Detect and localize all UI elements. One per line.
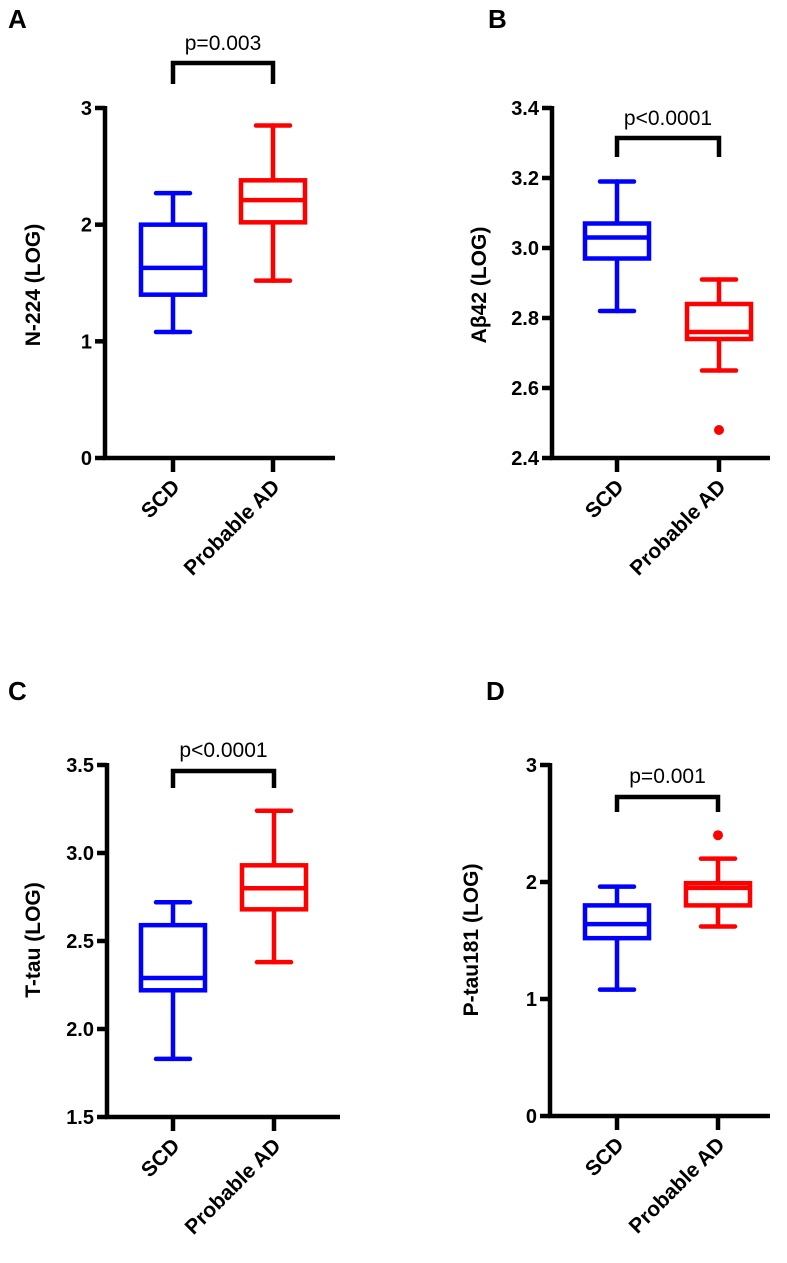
box-probable-ad (683, 830, 753, 929)
y-tick-label: 2.0 (66, 1019, 94, 1041)
x-tick-label: SCD (581, 1133, 629, 1181)
iqr-box (582, 221, 652, 261)
y-tick-label: 0 (526, 1106, 537, 1128)
x-tick-label: SCD (581, 475, 629, 523)
outlier-point (714, 425, 724, 435)
y-axis-label: Aβ42 (LOG) (468, 227, 491, 344)
y-tick-label: 3.0 (66, 843, 94, 865)
box-scd (582, 884, 652, 992)
outlier-point (713, 830, 723, 841)
box-scd (138, 190, 208, 335)
p-value-label: p<0.0001 (179, 739, 267, 762)
iqr-box (138, 222, 208, 297)
panel-letter: C (8, 676, 27, 706)
y-tick-label: 3.4 (511, 98, 540, 120)
y-tick-label: 3.2 (511, 168, 539, 190)
y-axis-label: P-tau181 (LOG) (460, 864, 483, 1017)
y-tick-label: 3 (526, 755, 537, 777)
y-tick-label: 2.8 (511, 308, 539, 330)
y-tick-label: 2.6 (511, 378, 539, 400)
x-tick-label: Probable AD (181, 1134, 286, 1239)
p-value-label: p=0.003 (185, 32, 262, 55)
x-tick-label: Probable AD (180, 475, 285, 580)
panel-letter: A (8, 4, 27, 34)
box-probable-ad (239, 808, 309, 965)
y-tick-label: 1 (81, 331, 92, 353)
panel-b: B Aβ42 (LOG) 2.4 2.6 2.8 3.0 3.2 3.4 SCDProbable… (468, 4, 770, 580)
panel-letter: D (486, 676, 505, 706)
y-axis-label: T-tau (LOG) (22, 882, 45, 997)
significance-bracket (170, 768, 277, 788)
y-tick-label: 2.4 (511, 448, 540, 470)
y-tick-label: 1.5 (66, 1107, 94, 1129)
y-tick-label: 3 (81, 98, 92, 120)
box-probable-ad (684, 277, 754, 435)
box-scd (582, 179, 652, 314)
significance-bracket (170, 60, 276, 84)
iqr-box (138, 922, 208, 993)
box-probable-ad (238, 123, 308, 283)
x-tick-label: Probable AD (626, 475, 731, 580)
x-tick-label: Probable AD (625, 1133, 730, 1238)
x-tick-label: SCD (137, 1134, 185, 1182)
x-tick-label: SCD (137, 475, 185, 523)
significance-bracket (614, 135, 722, 157)
p-value-label: p<0.0001 (624, 107, 712, 130)
y-tick-label: 0 (81, 448, 92, 470)
y-tick-label: 2 (81, 215, 92, 237)
panel-letter: B (488, 4, 507, 34)
y-tick-label: 1 (526, 989, 537, 1011)
y-tick-label: 3.5 (66, 755, 94, 777)
y-tick-label: 2 (526, 872, 537, 894)
significance-bracket (614, 794, 721, 812)
y-axis-label: N-224 (LOG) (22, 224, 45, 347)
p-value-label: p=0.001 (629, 765, 706, 788)
y-tick-label: 2.5 (66, 931, 94, 953)
box-scd (138, 900, 208, 1062)
iqr-box (582, 903, 652, 941)
y-tick-label: 3.0 (511, 238, 539, 260)
